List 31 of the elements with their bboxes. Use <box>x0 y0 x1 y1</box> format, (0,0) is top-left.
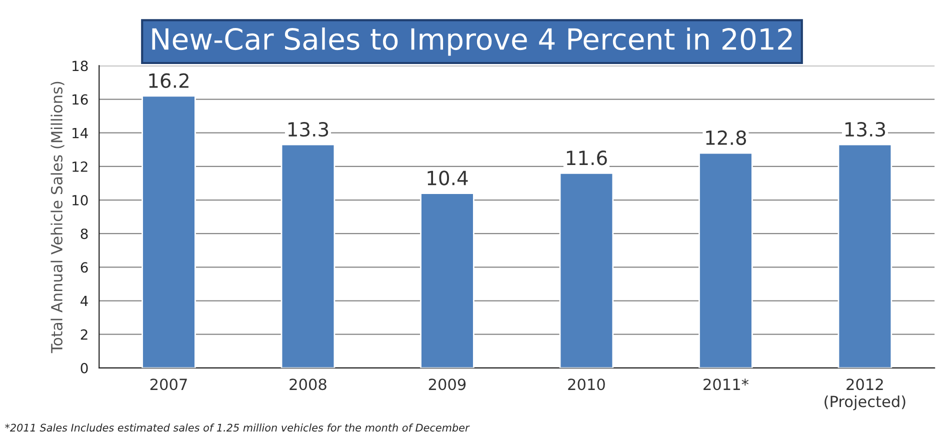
y-tick-label: 0 <box>80 362 88 374</box>
bar <box>420 192 474 368</box>
x-tick-label: 2009 <box>428 378 466 390</box>
y-tick-label: 12 <box>72 161 88 172</box>
data-label: 13.3 <box>845 122 886 137</box>
bar <box>838 144 892 368</box>
x-tick-label: 2008 <box>290 378 326 390</box>
x-tick-label: 2011* <box>704 378 749 390</box>
data-label: 11.6 <box>566 150 607 166</box>
y-tick-label: 18 <box>72 60 88 72</box>
x-tick-label: 2010 <box>568 378 605 390</box>
y-tick-label: 14 <box>72 128 88 138</box>
bar <box>559 172 614 368</box>
x-tick-label: 2012 (Projected) <box>824 378 906 410</box>
data-label: 13.3 <box>288 122 328 137</box>
bar <box>142 95 196 368</box>
chart-title: New-Car Sales to Improve 4 Percent in 2012 <box>152 27 792 56</box>
data-label: 16.2 <box>149 73 188 88</box>
y-tick-label: 2 <box>80 329 88 340</box>
y-tick-label: 8 <box>80 228 88 240</box>
y-tick-label: 6 <box>80 262 88 273</box>
bar <box>280 144 336 368</box>
x-tick-label: 2007 <box>150 378 187 390</box>
text: *2011 Sales Includes estimated sales of 1.25 million vehicles for the month of December <box>5 424 470 432</box>
y-tick-label: 10 <box>72 194 88 206</box>
y-tick-label: 4 <box>80 296 88 306</box>
bar <box>698 152 753 368</box>
y-tick-label: 16 <box>72 94 88 105</box>
data-label: 12.8 <box>706 130 746 146</box>
data-label: 10.4 <box>428 170 468 186</box>
y-axis-title: Total Annual Vehicle Sales (Millions) <box>50 82 64 354</box>
